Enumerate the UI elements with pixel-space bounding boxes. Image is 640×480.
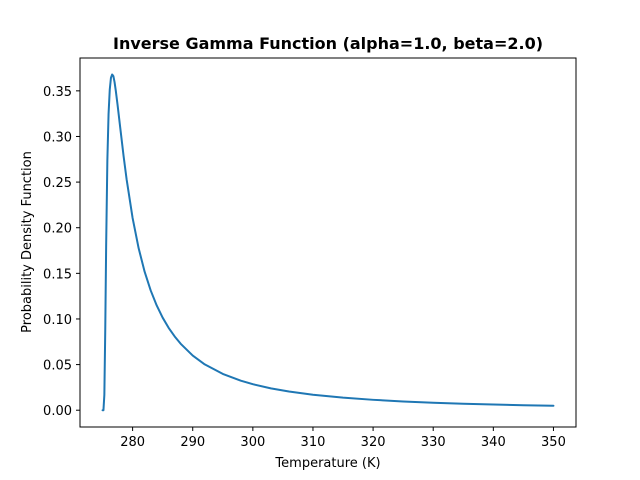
- x-tick-label: 310: [301, 435, 326, 450]
- x-tick-label: 340: [481, 435, 506, 450]
- series-layer: [101, 73, 555, 412]
- ticks-layer: 280 290 300 310 320 330 340 350 0.00 0.05 0.10 0.15…: [43, 85, 566, 450]
- y-tick-label: 0.35: [43, 85, 72, 100]
- x-tick-label: 330: [421, 435, 446, 450]
- y-tick-label: 0.00: [43, 404, 72, 419]
- y-tick-label: 0.25: [43, 176, 72, 191]
- x-tick-label: 280: [120, 435, 145, 450]
- series-line-0: [101, 73, 555, 412]
- x-tick-label: 320: [361, 435, 386, 450]
- y-tick-label: 0.05: [43, 359, 72, 374]
- y-tick-label: 0.10: [43, 313, 72, 328]
- x-tick-label: 300: [240, 435, 265, 450]
- plot-area-frame: [79, 57, 577, 428]
- y-tick-label: 0.15: [43, 267, 72, 282]
- y-tick-label: 0.20: [43, 222, 72, 237]
- y-axis-label: Probability Density Function: [20, 151, 35, 333]
- x-tick-label: 290: [180, 435, 205, 450]
- y-tick-label: 0.30: [43, 130, 72, 145]
- x-axis-label: Temperature (K): [274, 456, 380, 471]
- x-tick-label: 350: [541, 435, 566, 450]
- chart-title: Inverse Gamma Function (alpha=1.0, beta=…: [113, 34, 543, 53]
